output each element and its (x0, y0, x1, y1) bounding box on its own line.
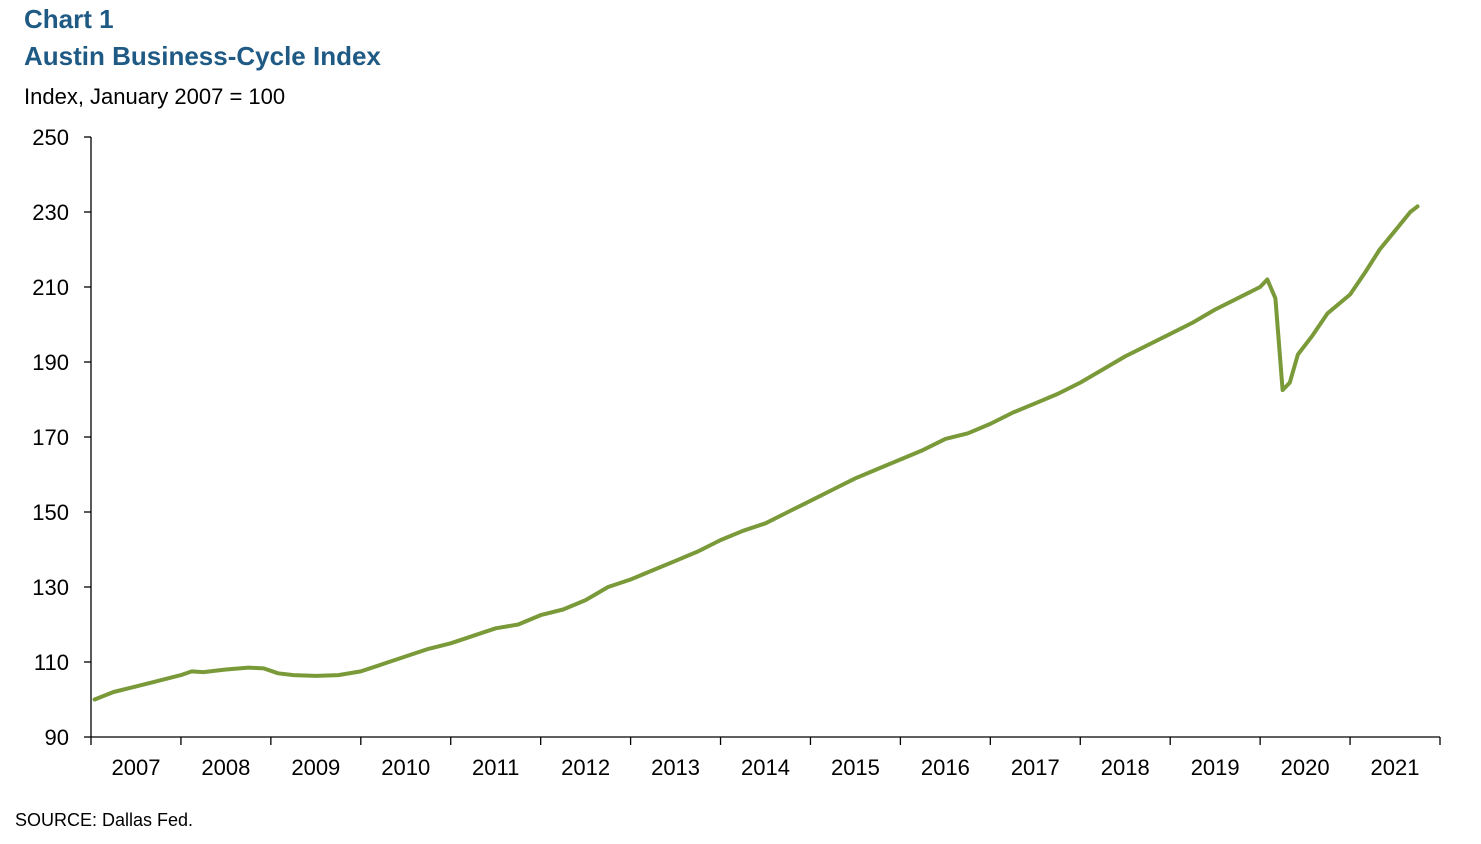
x-tick-label: 2014 (741, 755, 790, 780)
source-note: SOURCE: Dallas Fed. (15, 810, 194, 830)
y-axis-unit-label: Index, January 2007 = 100 (24, 84, 286, 109)
series-layer (92, 204, 1420, 702)
y-tick-label: 230 (32, 200, 69, 225)
x-tick-label: 2013 (651, 755, 700, 780)
x-tick-label: 2008 (201, 755, 250, 780)
y-tick-label: 130 (32, 575, 69, 600)
y-tick-label: 170 (32, 425, 69, 450)
x-tick-label: 2017 (1011, 755, 1060, 780)
x-tick-label: 2020 (1281, 755, 1330, 780)
y-tick-label: 250 (32, 125, 69, 150)
x-tick-label: 2012 (561, 755, 610, 780)
chart-title: Austin Business-Cycle Index (24, 41, 381, 71)
series-line (92, 204, 1420, 702)
chart-number: Chart 1 (24, 4, 114, 34)
x-tick-label: 2016 (921, 755, 970, 780)
x-tick-label: 2015 (831, 755, 880, 780)
x-tick-label: 2019 (1191, 755, 1240, 780)
y-tick-label: 110 (34, 650, 69, 675)
y-axis: 90 110 130 150 170 190 210 230 250 (32, 125, 92, 750)
x-axis: 2007 2008 2009 2010 2011 2012 2013 2014 2015 2016… (90, 736, 1441, 780)
y-tick-label: 90 (45, 725, 69, 750)
x-tick-label: 2018 (1101, 755, 1150, 780)
x-tick-label: 2021 (1371, 755, 1420, 780)
x-tick-label: 2011 (472, 755, 519, 780)
x-tick-label: 2009 (291, 755, 340, 780)
x-tick-label: 2010 (381, 755, 430, 780)
y-tick-label: 210 (32, 275, 69, 300)
x-tick-label: 2007 (111, 755, 160, 780)
y-tick-label: 190 (32, 350, 69, 375)
y-tick-label: 150 (32, 500, 69, 525)
